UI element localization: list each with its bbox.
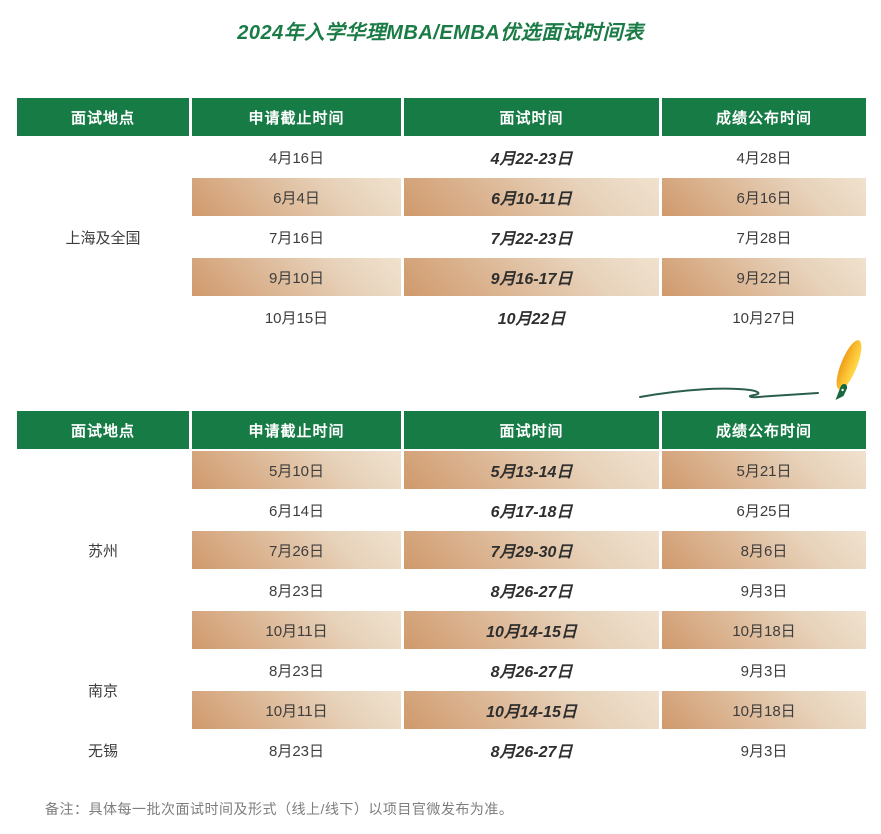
deadline-cell: 10月15日 — [264, 309, 329, 327]
result-cell: 8月6日 — [662, 531, 866, 569]
pen-nib-dot — [841, 388, 844, 392]
page-title: 2024年入学华理MBA/EMBA优选面试时间表 — [237, 22, 644, 44]
table-row: 7月26日 7月29-30日 8月6日 — [17, 531, 866, 569]
column-header-0: 面试地点 — [17, 411, 189, 449]
result-cell: 5月21日 — [662, 451, 866, 489]
result-cell: 9月22日 — [662, 258, 866, 296]
pen-nib — [835, 383, 848, 400]
interview-cell: 10月14-15日 — [404, 691, 659, 729]
footer-note: 备注：具体每一批次面试时间及形式（线上/线下）以项目官微发布为准。 — [45, 801, 514, 817]
deadline-cell: 9月10日 — [192, 258, 401, 296]
deadline-cell: 6月4日 — [192, 178, 401, 216]
interview-cell: 4月22-23日 — [490, 151, 573, 168]
pen-body — [836, 340, 862, 390]
result-cell: 9月3日 — [740, 582, 788, 600]
result-cell: 10月27日 — [732, 309, 796, 327]
table-row: 上海及全国 4月16日 4月22-23日 4月28日 — [17, 138, 866, 336]
location-cell: 南京 — [17, 651, 189, 729]
location-cell: 苏州 — [17, 451, 189, 649]
schedule-table-other-cities: 面试地点 申请截止时间 面试时间 成绩公布时间 苏州 5月10日 5月13-14日 5月21… — [14, 409, 869, 771]
result-cell: 9月3日 — [740, 662, 788, 680]
interview-cell: 7月29-30日 — [404, 531, 659, 569]
location-cell: 上海及全国 — [17, 138, 189, 336]
fountain-pen-icon — [639, 340, 862, 400]
result-cell: 7月28日 — [736, 229, 792, 247]
interview-cell: 10月14-15日 — [404, 611, 659, 649]
deadline-cell: 10月11日 — [192, 691, 401, 729]
result-cell: 9月3日 — [740, 742, 788, 760]
table-row: 10月11日 10月14-15日 10月18日 — [17, 691, 866, 729]
result-cell: 6月16日 — [662, 178, 866, 216]
deadline-cell: 6月14日 — [268, 502, 325, 520]
table-row: 苏州 5月10日 5月13-14日 5月21日 — [17, 451, 866, 649]
result-cell: 4月28日 — [736, 149, 792, 167]
table-header-row: 面试地点 申请截止时间 面试时间 成绩公布时间 — [17, 98, 866, 136]
table-row: 6月14日 6月17-18日 6月25日 — [17, 491, 866, 529]
column-header-1: 申请截止时间 — [192, 98, 401, 136]
table-row: 9月10日 9月16-17日 9月22日 — [17, 258, 866, 296]
table-row: 6月4日 6月10-11日 6月16日 — [17, 178, 866, 216]
table-row: 8月23日 8月26-27日 9月3日 — [17, 571, 866, 609]
deadline-cell: 7月26日 — [192, 531, 401, 569]
deadline-cell: 8月23日 — [268, 662, 325, 680]
interview-cell: 9月16-17日 — [404, 258, 659, 296]
table-row: 10月11日 10月14-15日 10月18日 — [17, 611, 866, 649]
interview-cell: 6月17-18日 — [490, 504, 573, 521]
interview-cell: 6月10-11日 — [404, 178, 659, 216]
column-header-3: 成绩公布时间 — [662, 411, 866, 449]
column-header-2: 面试时间 — [404, 411, 659, 449]
result-cell: 6月25日 — [736, 502, 792, 520]
table-row: 10月15日 10月22日 10月27日 — [17, 298, 866, 336]
table-body: 苏州 5月10日 5月13-14日 5月21日 6月14日 6月17-18日 6月25日 7月… — [17, 451, 866, 769]
column-header-3: 成绩公布时间 — [662, 98, 866, 136]
interview-cell: 8月26-27日 — [490, 664, 573, 681]
result-cell: 10月18日 — [662, 611, 866, 649]
deadline-cell: 5月10日 — [192, 451, 401, 489]
table-row: 南京 8月23日 8月26-27日 9月3日 — [17, 651, 866, 729]
location-cell: 无锡 — [17, 731, 189, 769]
pen-decoration — [0, 338, 881, 413]
interview-cell: 8月26-27日 — [490, 584, 573, 601]
deadline-cell: 8月23日 — [268, 742, 325, 760]
swoosh-line — [639, 387, 819, 399]
schedule-table-shanghai: 面试地点 申请截止时间 面试时间 成绩公布时间 上海及全国 4月16日 4月22-23日 4… — [14, 96, 869, 338]
column-header-2: 面试时间 — [404, 98, 659, 136]
result-cell: 10月18日 — [662, 691, 866, 729]
deadline-cell: 7月16日 — [268, 229, 325, 247]
interview-cell: 5月13-14日 — [404, 451, 659, 489]
table-row: 无锡 8月23日 8月26-27日 9月3日 — [17, 731, 866, 769]
table-body: 上海及全国 4月16日 4月22-23日 4月28日 6月4日 6月10-11日 6月16日… — [17, 138, 866, 336]
deadline-cell: 8月23日 — [268, 582, 325, 600]
table-header-row: 面试地点 申请截止时间 面试时间 成绩公布时间 — [17, 411, 866, 449]
deadline-cell: 4月16日 — [268, 149, 325, 167]
interview-cell: 7月22-23日 — [490, 231, 573, 248]
table-row: 7月16日 7月22-23日 7月28日 — [17, 218, 866, 256]
column-header-0: 面试地点 — [17, 98, 189, 136]
column-header-1: 申请截止时间 — [192, 411, 401, 449]
interview-cell: 10月22日 — [497, 311, 566, 328]
deadline-cell: 10月11日 — [192, 611, 401, 649]
interview-cell: 8月26-27日 — [490, 744, 573, 761]
